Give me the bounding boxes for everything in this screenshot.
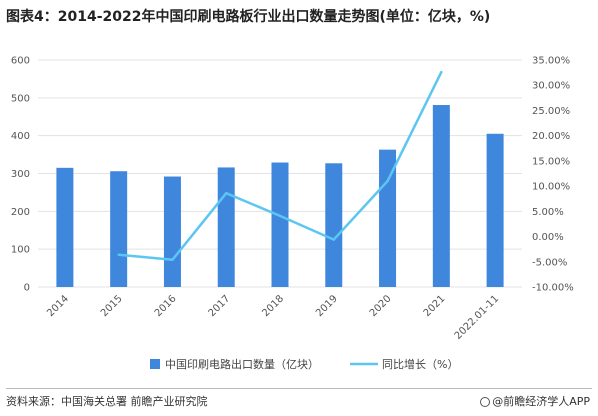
left-axis-tick-label: 500 (11, 93, 30, 104)
right-axis-tick-label: 20.00% (532, 131, 570, 142)
x-axis-tick-label: 2019 (314, 293, 340, 319)
right-axis-tick-label: -5.00% (532, 257, 567, 268)
x-axis-tick-label: 2022.01-11 (453, 293, 502, 342)
x-axis-tick-label: 2021 (422, 293, 448, 319)
footer-divider (6, 388, 592, 389)
bar-series (56, 105, 504, 287)
x-axis-tick-label: 2016 (153, 293, 179, 319)
line-point (386, 179, 389, 183)
brand-label: @前瞻经济学人APP (492, 395, 590, 408)
bar (271, 162, 289, 287)
bar (432, 105, 450, 287)
line-point (332, 238, 335, 241)
x-axis-ticks: 2014 2015 2016 2017 2018 2019 2020 2021 2022.01-… (45, 293, 501, 342)
right-axis-tick-label: 0.00% (532, 232, 564, 243)
right-axis-tick-label: 10.00% (532, 182, 570, 193)
right-axis-tick-label: 25.00% (532, 106, 570, 117)
legend-label-bar: 中国印刷电路出口数量（亿块） (165, 357, 319, 371)
line-point (117, 253, 120, 256)
legend-swatch-bar (150, 359, 160, 369)
legend: 中国印刷电路出口数量（亿块） 同比增长（%） (150, 357, 458, 371)
bar (163, 176, 181, 287)
line-point (171, 258, 174, 261)
line-series (117, 70, 443, 262)
right-axis-tick-label: 15.00% (532, 156, 570, 167)
bar (110, 171, 128, 287)
x-axis-tick-label: 2015 (99, 293, 125, 319)
left-axis-ticks: 0 100 200 300 400 500 600 (11, 56, 30, 294)
right-axis-tick-label: -10.00% (532, 283, 574, 294)
bar (486, 133, 504, 287)
chart: 0 100 200 300 400 500 600 -10.00% -5.00% 0.00% 5.… (11, 56, 574, 372)
source-note: 资料来源：中国海关总署 前瞻产业研究院 (6, 395, 208, 408)
left-axis-tick-label: 400 (11, 131, 30, 142)
bar (217, 167, 235, 287)
left-axis-tick-label: 600 (11, 56, 30, 67)
x-axis-tick-label: 2020 (368, 293, 394, 319)
line-point (225, 191, 228, 195)
x-axis-tick-label: 2014 (45, 293, 71, 319)
left-axis-tick-label: 100 (11, 245, 30, 256)
right-axis-tick-label: 30.00% (532, 81, 570, 92)
brand-logo-icon (480, 397, 491, 407)
x-axis-tick-label: 2018 (260, 293, 286, 319)
bar (325, 163, 343, 287)
right-axis-tick-label: 5.00% (532, 207, 564, 218)
left-axis-tick-label: 200 (11, 207, 30, 218)
bar (56, 167, 74, 287)
line-point (440, 70, 443, 74)
left-axis-tick-label: 300 (11, 169, 30, 180)
line-point (278, 214, 282, 218)
right-axis-ticks: -10.00% -5.00% 0.00% 5.00% 10.00% 15.00% 20.00… (532, 56, 574, 294)
chart-title: 图表4：2014-2022年中国印刷电路板行业出口数量走势图(单位：亿块，%) (6, 9, 491, 25)
x-axis-tick-label: 2017 (207, 293, 233, 319)
legend-label-line: 同比增长（%） (382, 357, 458, 371)
brand-credit: @前瞻经济学人APP (480, 393, 590, 409)
right-axis-tick-label: 35.00% (532, 56, 570, 67)
left-axis-tick-label: 0 (24, 283, 30, 294)
